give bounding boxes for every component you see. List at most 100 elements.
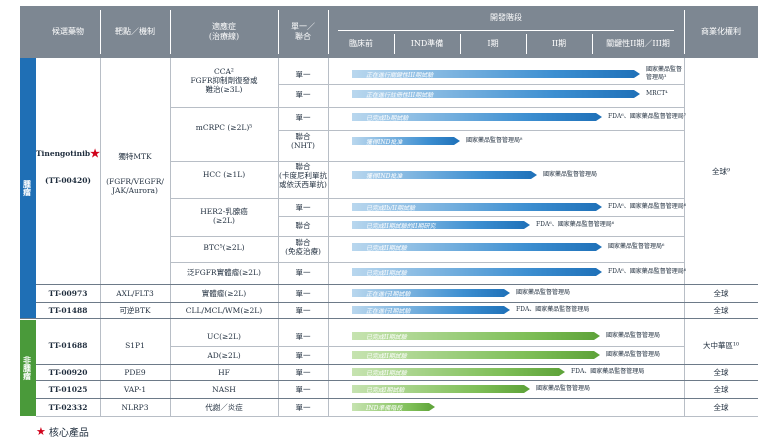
drug-rights: 全球⁹	[711, 166, 730, 176]
mono-combo-cell: 單一	[295, 350, 311, 360]
header-target-text: 靶點／機制	[115, 27, 155, 36]
approval-note: 國家藥品監督管理局	[543, 171, 598, 178]
approval-note: FDA⁶、國家藥品監督管理局⁶	[536, 221, 615, 228]
candidate-target: AXL/FLT3	[116, 288, 154, 298]
header-phase1: I期	[487, 39, 499, 48]
stage-bar: 正在進行註冊性III期試驗	[352, 90, 640, 98]
indication-cell: HF	[218, 367, 230, 377]
approval-note: FDA⁶、國家藥品監督管理局⁷	[608, 113, 687, 120]
indication-cell: 泛FGFR實體瘤(≥2L)	[187, 267, 261, 277]
indication-cell: 代謝／炎症	[205, 402, 243, 412]
indication-cell: HER2-乳腺癌 (≥2L)	[200, 207, 248, 225]
stage-bar: 獲得IND批准	[352, 137, 460, 145]
row-divider	[36, 380, 758, 381]
indication-cell: CCA² FGFR抑制劑復發或 難治(≥3L)	[190, 66, 258, 94]
indication-cell: 實體瘤(≥2L)	[201, 288, 247, 298]
header-rights: 商業化權利	[701, 27, 741, 36]
approval-note: 國家藥品監督管理局	[606, 332, 661, 339]
header-phase2: II期	[551, 39, 567, 48]
drug-name-text: Tinengotinib	[35, 148, 91, 158]
stage-bar: 已完成Ib/II期試驗	[352, 203, 602, 211]
row-divider	[170, 198, 684, 199]
candidate-target: VAP-1	[123, 384, 147, 394]
indication-cell: BTC⁵(≥2L)	[203, 242, 245, 252]
indication-cell: CLL/MCL/WM(≥2L)	[185, 305, 263, 315]
core-product-star-icon: ★	[90, 146, 101, 160]
table-header	[20, 6, 758, 58]
approval-note: FDA、國家藥品監督管理局	[516, 306, 590, 313]
row-divider	[36, 302, 758, 303]
row-divider	[36, 398, 758, 399]
row-divider	[278, 130, 684, 131]
approval-note: FDA⁶、國家藥品監督管理局⁶	[608, 203, 687, 210]
candidate-rights: 全球	[713, 384, 729, 394]
mono-combo-cell: 單一	[295, 89, 311, 99]
mono-combo-cell: 聯合	[295, 220, 311, 230]
candidate-code: TT-02332	[48, 402, 88, 412]
mono-combo-cell: 單一	[295, 288, 311, 298]
header-ind: IND準備	[410, 39, 444, 48]
row-divider	[170, 107, 684, 108]
indication-cell: AD(≥2L)	[207, 350, 241, 360]
mono-combo-cell: 單一	[295, 384, 311, 394]
stage-bar: 正在進行I期試驗	[352, 306, 510, 314]
footer-legend: ★ 核心產品	[36, 424, 89, 439]
candidate-code: TT-01688	[48, 340, 88, 350]
stage-bar: 已完成II期試驗	[352, 368, 565, 376]
indication-cell: HCC (≥1L)	[202, 169, 246, 179]
mono-combo-cell: 單一	[295, 305, 311, 315]
candidate-target: S1P1	[125, 340, 145, 350]
header-target: 靶點／機制	[100, 6, 170, 58]
mono-combo-cell: 單一	[295, 69, 311, 79]
group-non-oncology: 非腫瘤	[20, 320, 36, 416]
header-candidate: 候選藥物	[52, 27, 84, 36]
row-divider	[278, 216, 684, 217]
drug-name: Tinengotinib ★	[36, 146, 100, 160]
footer-label: 核心產品	[48, 428, 89, 439]
candidate-rights: 大中華區¹⁰	[702, 340, 739, 350]
candidate-code: TT-00920	[48, 367, 88, 377]
header-preclinical: 臨床前	[349, 39, 373, 48]
candidate-rights: 全球	[713, 402, 729, 412]
approval-note: 國家藥品監督管理局	[536, 385, 591, 392]
stage-bar: 獲得IND批准	[352, 171, 537, 179]
drug-target: 獨特MTK	[118, 151, 152, 161]
star-icon: ★	[36, 425, 46, 438]
candidate-target: NLRP3	[121, 402, 149, 412]
mono-combo-cell: 單一	[295, 367, 311, 377]
header-pivotal: 關鍵性II期／III期	[606, 39, 670, 48]
drug-target-detail: (FGFR/VEGFR/ JAK/Aurora)	[106, 177, 164, 195]
mono-combo-cell: 單一	[295, 331, 311, 341]
candidate-code: TT-01488	[48, 305, 88, 315]
row-divider	[170, 236, 684, 237]
stage-bar: 已完成II期試驗	[352, 268, 602, 276]
stage-bar: 已完成II期試驗	[352, 332, 600, 340]
approval-note: MRCT⁴	[646, 90, 668, 97]
approval-note: 國家藥品監督管理局⁸	[466, 137, 523, 144]
indication-cell: mCRPC (≥2L)⁵	[195, 122, 253, 132]
row-divider	[170, 161, 684, 162]
approval-note: FDA⁶、國家藥品監督管理局⁶	[608, 268, 687, 275]
stage-bar: 正在進行I期試驗	[352, 289, 510, 297]
candidate-rights: 全球	[713, 367, 729, 377]
mono-combo-cell: 單一	[295, 202, 311, 212]
candidate-target: PDE9	[124, 367, 146, 377]
approval-note: 國家藥品監督管理局⁶	[608, 243, 665, 250]
candidate-rights: 全球	[713, 305, 729, 315]
indication-cell: NASH	[212, 384, 236, 394]
approval-note: FDA、國家藥品監督管理局	[571, 368, 645, 375]
drug-code: (TT-00420)	[45, 175, 91, 185]
group-oncology: 腫瘤	[20, 58, 36, 318]
stage-bar: 正在進行關鍵性III期試驗	[352, 70, 640, 78]
stage-bar: 已完成II期試驗的II期研究	[352, 221, 530, 229]
mono-combo-cell: 聯合 (NHT)	[291, 132, 315, 150]
row-divider	[36, 364, 758, 365]
header-indication: 適應症 (治療線)	[208, 22, 240, 41]
mono-combo-cell: 單一	[295, 402, 311, 412]
mono-combo-cell: 單一	[295, 112, 311, 122]
approval-note: 國家藥品監督管理局	[606, 351, 661, 358]
row-divider	[278, 84, 684, 85]
stage-bar: 已完成II期試驗	[352, 243, 602, 251]
row-divider	[170, 346, 684, 347]
mono-combo-cell: 聯合 (免疫治療)	[285, 238, 321, 256]
